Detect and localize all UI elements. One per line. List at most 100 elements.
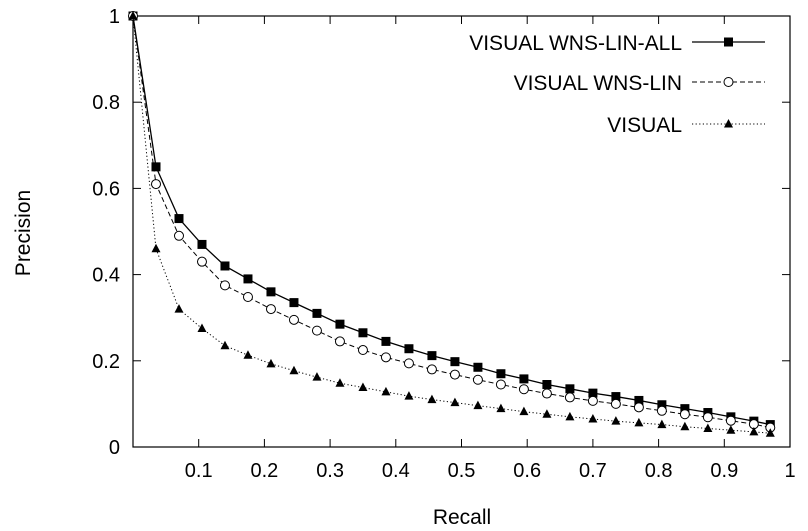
y-tick-label: 1 bbox=[109, 6, 120, 28]
data-point bbox=[173, 230, 184, 241]
data-point bbox=[358, 382, 368, 392]
data-point bbox=[128, 11, 138, 20]
data-point bbox=[519, 374, 529, 384]
x-tick-label: 0.6 bbox=[513, 460, 541, 482]
ticks-layer: 0.1 0.2 0.3 0.4 0.5 0.6 0.7 0.8 0.9 1 0 0.2 0.4 0.6 0.… bbox=[92, 6, 795, 482]
data-point bbox=[381, 336, 391, 346]
data-point bbox=[611, 416, 621, 425]
data-point bbox=[427, 351, 437, 361]
data-point bbox=[587, 395, 598, 406]
data-point bbox=[242, 292, 253, 303]
data-point bbox=[427, 394, 437, 404]
data-point bbox=[174, 214, 184, 224]
data-point bbox=[588, 413, 598, 423]
data-point bbox=[519, 406, 529, 416]
y-tick-label: 0.8 bbox=[92, 92, 120, 114]
x-tick-label: 1 bbox=[784, 460, 795, 482]
data-point bbox=[680, 404, 690, 414]
series-layer bbox=[128, 11, 776, 437]
data-point bbox=[381, 386, 391, 396]
data-point bbox=[679, 409, 690, 420]
series-1 bbox=[128, 11, 776, 433]
y-tick-label: 0.6 bbox=[92, 178, 120, 200]
data-point bbox=[266, 358, 276, 368]
x-tick-label: 0.7 bbox=[579, 460, 607, 482]
data-point bbox=[335, 378, 345, 387]
data-point bbox=[196, 256, 207, 267]
data-point bbox=[288, 314, 299, 325]
data-point bbox=[473, 362, 483, 372]
data-point bbox=[197, 323, 207, 332]
data-point bbox=[542, 409, 552, 418]
data-point bbox=[403, 358, 414, 369]
y-axis-label: Precision bbox=[12, 190, 35, 276]
data-point bbox=[495, 379, 506, 390]
data-point bbox=[473, 400, 483, 410]
y-tick-label: 0 bbox=[109, 437, 120, 459]
legend-label: VISUAL bbox=[607, 114, 682, 137]
data-point bbox=[765, 428, 775, 437]
plot-frame bbox=[132, 15, 791, 448]
data-point bbox=[725, 415, 736, 426]
data-point bbox=[564, 392, 575, 403]
data-point bbox=[266, 287, 276, 297]
y-tick-label: 0.2 bbox=[92, 351, 120, 373]
y-tick-label: 0.4 bbox=[92, 265, 120, 287]
data-point bbox=[358, 328, 368, 338]
data-point bbox=[311, 325, 322, 336]
x-tick-label: 0.2 bbox=[250, 460, 278, 482]
data-point bbox=[426, 364, 437, 375]
data-point bbox=[219, 280, 230, 291]
legend-label: VISUAL WNS-LIN-ALL bbox=[469, 32, 682, 55]
data-point bbox=[312, 308, 322, 318]
x-tick-label: 0.4 bbox=[382, 460, 410, 482]
data-point bbox=[611, 392, 621, 402]
data-point bbox=[634, 395, 644, 405]
data-point bbox=[151, 162, 161, 172]
data-point bbox=[265, 304, 276, 315]
data-point bbox=[312, 372, 322, 381]
data-point bbox=[150, 179, 161, 190]
legend-entry-0: VISUAL WNS-LIN-ALL bbox=[469, 32, 765, 55]
data-point bbox=[449, 369, 460, 380]
data-point bbox=[450, 397, 460, 407]
data-point bbox=[334, 336, 345, 347]
data-point bbox=[749, 426, 759, 436]
data-point bbox=[197, 239, 207, 249]
series-2 bbox=[128, 11, 775, 437]
data-point bbox=[404, 344, 414, 354]
data-point bbox=[541, 388, 552, 399]
x-tick-label: 0.8 bbox=[645, 460, 673, 482]
data-point bbox=[496, 403, 506, 413]
data-point bbox=[703, 423, 713, 432]
data-point bbox=[243, 274, 253, 284]
data-point bbox=[518, 384, 529, 395]
legend-entry-2: VISUAL bbox=[607, 114, 765, 137]
data-point bbox=[702, 412, 713, 423]
data-point bbox=[496, 369, 506, 379]
data-point bbox=[680, 421, 690, 431]
data-point bbox=[357, 345, 368, 356]
data-point bbox=[656, 405, 667, 416]
x-tick-label: 0.5 bbox=[448, 460, 476, 482]
data-point bbox=[220, 261, 230, 271]
axes-layer bbox=[132, 15, 791, 448]
data-point bbox=[289, 365, 299, 375]
data-point bbox=[289, 298, 299, 308]
data-point bbox=[335, 319, 345, 329]
data-point bbox=[472, 374, 483, 385]
data-point bbox=[450, 357, 460, 367]
data-point bbox=[174, 304, 184, 313]
data-point bbox=[726, 425, 736, 434]
x-tick-label: 0.9 bbox=[710, 460, 738, 482]
legend-entry-1: VISUAL WNS-LIN bbox=[514, 72, 765, 95]
legend-marker bbox=[723, 77, 734, 87]
data-point bbox=[610, 398, 621, 409]
data-point bbox=[657, 419, 667, 429]
data-point bbox=[633, 402, 644, 413]
x-axis-label: Recall bbox=[433, 506, 491, 529]
data-point bbox=[243, 350, 253, 359]
data-point bbox=[404, 391, 414, 400]
